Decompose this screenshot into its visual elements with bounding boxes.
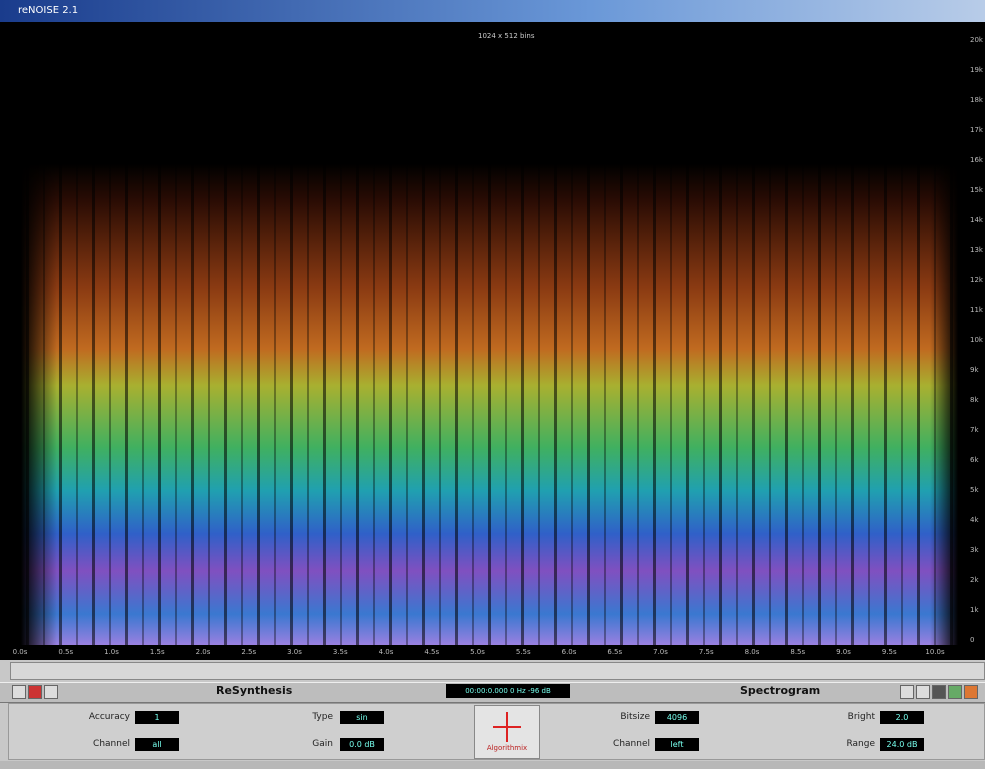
time-label: 7.0s — [653, 648, 668, 656]
field-value[interactable]: 4096 — [655, 711, 699, 724]
button[interactable] — [932, 685, 946, 699]
button[interactable] — [916, 685, 930, 699]
field-value[interactable]: sin — [340, 711, 384, 724]
time-label: 9.5s — [881, 648, 897, 656]
frequency-label: 6k — [970, 456, 979, 464]
button[interactable] — [28, 685, 42, 699]
scrollbar[interactable] — [10, 662, 985, 680]
frequency-label: 2k — [970, 576, 979, 584]
section-title: ReSynthesis — [216, 684, 293, 697]
frequency-label: 10k — [970, 336, 983, 344]
fade — [12, 28, 57, 645]
frequency-label: 7k — [970, 426, 979, 434]
frequency-label: 11k — [970, 306, 983, 314]
time-label: 4.0s — [378, 648, 394, 656]
field-value[interactable]: 2.0 — [880, 711, 924, 724]
field-label: Type — [312, 712, 333, 722]
frequency-label: 15k — [970, 186, 983, 194]
frequency-label: 9k — [970, 366, 979, 374]
time-label: 6.0s — [561, 648, 577, 656]
button[interactable] — [12, 685, 26, 699]
time-label: 8.5s — [790, 648, 806, 656]
time-label: 0.5s — [58, 648, 74, 656]
texture — [12, 28, 965, 645]
field-label: Bitsize — [620, 712, 650, 722]
time-label: 5.0s — [470, 648, 485, 656]
frequency-label: 20k — [970, 36, 983, 44]
frequency-label: 12k — [970, 276, 983, 284]
field-label: Channel — [93, 739, 130, 749]
time-label: 1.5s — [149, 648, 165, 656]
field-value[interactable]: all — [135, 738, 179, 751]
field-label: Channel — [613, 739, 650, 749]
time-label: 3.5s — [332, 648, 348, 656]
field-label: Range — [846, 739, 875, 749]
status-strip — [0, 761, 985, 769]
frequency-label: 3k — [970, 546, 979, 554]
logo: Algorithmix — [474, 705, 540, 759]
field-value[interactable]: left — [655, 738, 699, 751]
time-label: 6.5s — [607, 648, 623, 656]
time-label: 8.0s — [744, 648, 760, 656]
readout: 00:00:0.000 0 Hz -96 dB — [446, 684, 570, 698]
frequency-label: 18k — [970, 96, 983, 104]
time-label: 7.5s — [698, 648, 714, 656]
time-label: 2.0s — [195, 648, 211, 656]
title-bar: reNOISE 2.1 — [0, 0, 985, 22]
frequency-label: 14k — [970, 216, 983, 224]
time-label: 1.0s — [104, 648, 119, 656]
button[interactable] — [948, 685, 962, 699]
frequency-label: 16k — [970, 156, 983, 164]
time-label: 10.0s — [925, 648, 945, 656]
logo-text: Algorithmix — [486, 744, 528, 752]
frequency-label: 13k — [970, 246, 983, 254]
frequency-label: 17k — [970, 126, 983, 134]
button[interactable] — [964, 685, 978, 699]
time-label: 4.5s — [424, 648, 440, 656]
button[interactable] — [900, 685, 914, 699]
frequency-label: 4k — [970, 516, 979, 524]
spectrogram — [12, 28, 965, 645]
frequency-label: 8k — [970, 396, 979, 404]
logo-mark — [493, 712, 521, 742]
frequency-label: 1k — [970, 606, 979, 614]
spectrogram-header: 1024 x 512 bins — [478, 32, 535, 40]
frequency-label: 5k — [970, 486, 979, 494]
frequency-label: 0 — [970, 636, 975, 644]
field-value[interactable]: 24.0 dB — [880, 738, 924, 751]
field-value[interactable]: 0.0 dB — [340, 738, 384, 751]
field-label: Bright — [847, 712, 875, 722]
time-label: 3.0s — [287, 648, 302, 656]
section-title: Spectrogram — [740, 684, 821, 697]
field-label: Accuracy — [88, 712, 130, 722]
time-label: 2.5s — [241, 648, 257, 656]
field-label: Gain — [312, 739, 333, 749]
button[interactable] — [44, 685, 58, 699]
field-value[interactable]: 1 — [135, 711, 179, 724]
time-label: 0.0s — [12, 648, 28, 656]
time-label: 9.0s — [836, 648, 851, 656]
time-label: 5.5s — [515, 648, 531, 656]
fade — [930, 28, 965, 645]
frequency-label: 19k — [970, 66, 983, 74]
